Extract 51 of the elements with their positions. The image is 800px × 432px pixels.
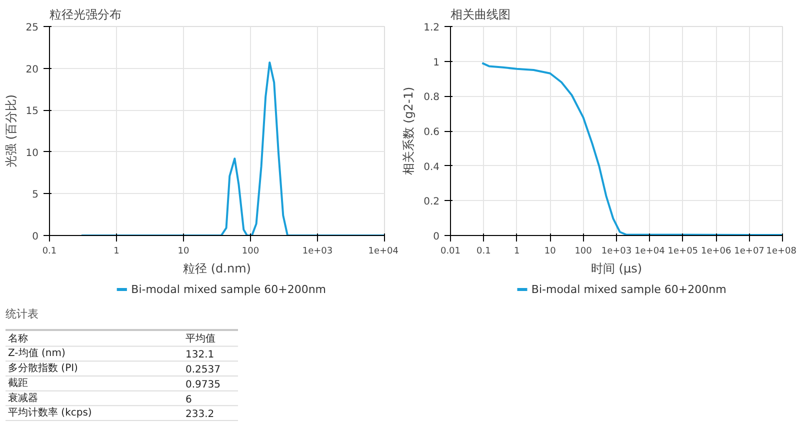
y-tick-label: 0.8	[424, 92, 440, 104]
x-tick-label: 1e+04	[368, 246, 399, 256]
x-tick-label: 1e+08	[766, 246, 797, 256]
y-tick-label: 5	[32, 190, 39, 201]
x-tick-label: 1e+03	[302, 246, 333, 256]
text: 多分散指数 (PI)	[8, 362, 78, 374]
text: 平均计数率 (kcps)	[8, 406, 92, 419]
y-tick-label: 1	[433, 57, 440, 68]
x-tick-label: 1e+07	[734, 246, 764, 256]
text: 统计表	[6, 308, 38, 320]
x-tick-label: 0.1	[476, 246, 491, 256]
y-tick-label: 0	[433, 232, 440, 242]
x-tick-label: 1e+06	[700, 246, 732, 256]
x-tick-label: 100	[574, 246, 592, 256]
x-tick-label: 1e+05	[668, 246, 698, 256]
legend-label: Bi-modal mixed sample 60+200nm	[531, 283, 726, 296]
text: 名称	[8, 332, 28, 344]
y-tick-label: 10	[26, 148, 39, 159]
text: 平均值	[186, 332, 216, 344]
x-tick-label: 0.1	[42, 246, 57, 256]
legend-label: Bi-modal mixed sample 60+200nm	[131, 283, 326, 296]
y-axis-title: 相关系数 (g2-1)	[402, 86, 416, 176]
x-tick-label: 1e+03	[601, 246, 632, 256]
y-tick-label: 1.2	[424, 22, 440, 34]
chart-title: 粒径光强分布	[50, 8, 122, 22]
y-axis-title: 光强 (百分比)	[4, 94, 18, 168]
y-tick-label: 0.6	[424, 127, 440, 138]
y-tick-label: 0.4	[424, 162, 440, 173]
y-tick-label: 0	[32, 232, 39, 242]
text: 0.2537	[186, 364, 220, 376]
x-axis-title: 时间 (μs)	[590, 262, 642, 276]
text: 截距	[8, 376, 28, 389]
x-tick-label: 100	[242, 246, 260, 256]
y-tick-label: 20	[26, 64, 39, 76]
x-tick-label: 0.01	[440, 246, 461, 256]
x-axis-title: 粒径 (d.nm)	[183, 262, 251, 276]
text: 233.2	[186, 409, 214, 420]
y-tick-label: 25	[26, 22, 39, 34]
y-tick-label: 15	[26, 106, 39, 118]
text: 6	[186, 394, 192, 406]
text: 0.9735	[186, 379, 220, 390]
chart-title: 相关曲线图	[450, 8, 510, 22]
x-tick-label: 10	[544, 246, 556, 256]
x-tick-label: 10	[178, 246, 190, 256]
x-tick-label: 1	[114, 246, 120, 256]
y-tick-label: 0.2	[424, 196, 440, 208]
text: Z-均值 (nm)	[8, 347, 66, 360]
text: 衰减器	[8, 392, 38, 404]
x-tick-label: 1	[514, 246, 520, 256]
x-tick-label: 1e+04	[634, 246, 666, 256]
text: 132.1	[186, 350, 214, 361]
